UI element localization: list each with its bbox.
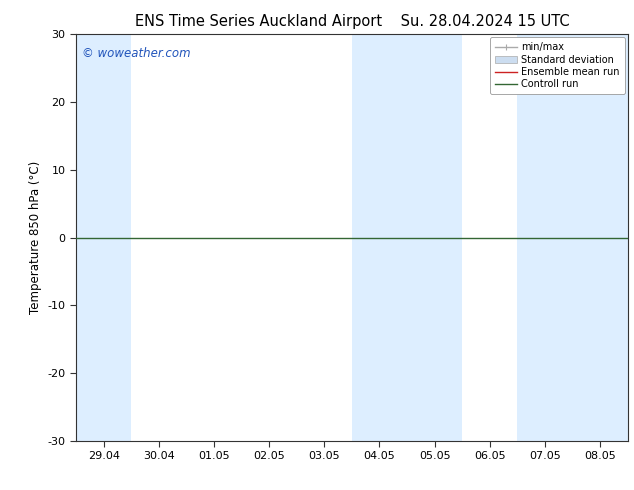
- Bar: [352, 34, 462, 441]
- Text: © woweather.com: © woweather.com: [82, 47, 190, 59]
- Legend: min/max, Standard deviation, Ensemble mean run, Controll run: min/max, Standard deviation, Ensemble me…: [490, 37, 624, 94]
- Title: ENS Time Series Auckland Airport    Su. 28.04.2024 15 UTC: ENS Time Series Auckland Airport Su. 28.…: [134, 14, 569, 29]
- Y-axis label: Temperature 850 hPa (°C): Temperature 850 hPa (°C): [29, 161, 42, 314]
- Bar: [517, 34, 628, 441]
- Bar: [76, 34, 131, 441]
